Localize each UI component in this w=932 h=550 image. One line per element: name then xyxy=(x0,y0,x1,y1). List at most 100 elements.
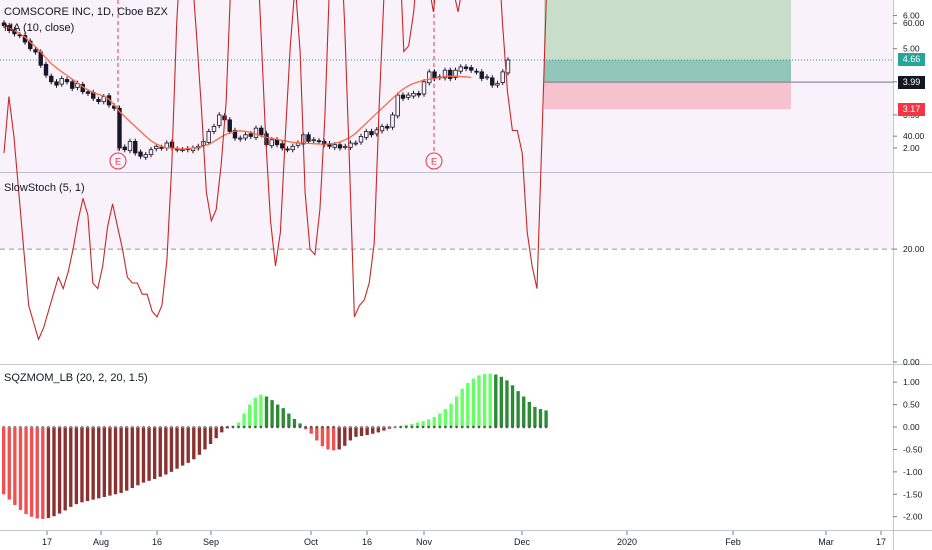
candle-body xyxy=(70,81,75,89)
candle xyxy=(238,135,243,142)
sqz-dot xyxy=(7,425,11,429)
sqz-bar xyxy=(97,427,101,499)
sqz-dot xyxy=(399,425,402,429)
earnings-marker xyxy=(109,152,127,170)
sqz-dot xyxy=(393,425,397,429)
sqz-dot xyxy=(321,425,324,429)
candle xyxy=(495,80,500,88)
sqz-bar xyxy=(421,421,425,427)
sqz-bar xyxy=(35,427,39,519)
sqz-dot xyxy=(500,425,503,429)
time-tick-label: Mar xyxy=(818,537,834,547)
candle xyxy=(143,151,148,160)
sqz-dot xyxy=(483,425,486,429)
sqz-bar xyxy=(538,409,543,427)
ma-line xyxy=(3,24,472,150)
sqz-dot xyxy=(276,425,279,429)
candle-body xyxy=(390,114,395,128)
time-tick-label: 17 xyxy=(42,537,52,547)
earnings-marker-label: E xyxy=(431,157,437,167)
candle xyxy=(316,138,322,145)
sqz-bar xyxy=(80,427,84,503)
candle-body xyxy=(500,71,505,83)
candle-body xyxy=(206,131,211,143)
candle-body xyxy=(280,143,285,149)
sqz-dot xyxy=(114,425,117,429)
sqz-bar xyxy=(482,374,487,427)
stoch-tick-label: 60.00 xyxy=(903,18,925,28)
sqz-dot xyxy=(35,425,39,429)
candle-body xyxy=(159,146,164,149)
candle-body xyxy=(400,94,406,99)
candle-body xyxy=(385,126,390,129)
time-tick-label: Dec xyxy=(514,537,531,547)
sqz-bar xyxy=(259,394,263,427)
sqz-dot xyxy=(388,425,391,429)
sqz-dot xyxy=(181,425,184,429)
sqz-dot xyxy=(533,425,537,429)
sqz-dot xyxy=(142,425,145,429)
candle xyxy=(337,142,343,151)
sqz-bar xyxy=(527,401,531,427)
sqz-dot xyxy=(477,425,481,429)
candle xyxy=(500,69,505,86)
sqz-bar xyxy=(220,427,224,433)
sqz-bar xyxy=(276,404,280,427)
sqz-dot xyxy=(19,425,22,429)
sqz-dot xyxy=(147,425,151,429)
sqz-dot xyxy=(2,425,5,429)
candle-body xyxy=(117,107,122,149)
sqz-bar xyxy=(186,427,190,463)
sqz-dot xyxy=(410,425,414,429)
candle-body xyxy=(122,146,127,151)
sqz-bar xyxy=(382,427,386,431)
sqz-bar xyxy=(119,427,123,493)
sqz-dot xyxy=(354,425,358,429)
sqz-tick-label: 1.00 xyxy=(903,377,920,387)
sqz-bar xyxy=(510,385,515,427)
sqz-dot xyxy=(466,425,470,429)
sqz-bar xyxy=(438,413,442,427)
sqz-bar xyxy=(365,427,369,436)
sqz-bar xyxy=(208,427,213,445)
candle xyxy=(133,138,138,156)
sqz-bar xyxy=(13,427,17,506)
candle xyxy=(343,143,348,150)
position-loss-zone xyxy=(544,82,791,110)
stoch-tick-label: 20.00 xyxy=(903,244,925,254)
candle-body xyxy=(311,139,316,142)
sqz-dot xyxy=(75,425,78,429)
sqz-dot xyxy=(382,425,386,429)
sqz-dot xyxy=(522,425,526,429)
sqz-dot xyxy=(488,425,492,429)
sqz-dot xyxy=(47,425,50,429)
sqz-dot xyxy=(69,425,73,429)
candle-body xyxy=(49,75,54,83)
sqz-dot xyxy=(270,425,274,429)
sqz-dot xyxy=(248,425,252,429)
sqz-dot xyxy=(472,425,475,429)
candle xyxy=(127,138,133,154)
sqz-bar xyxy=(41,427,45,519)
sqz-dot xyxy=(103,425,106,429)
candle-body xyxy=(43,63,49,76)
sqz-bar xyxy=(376,427,381,433)
candle-body xyxy=(411,92,416,97)
sqz-dot xyxy=(511,425,514,429)
candle xyxy=(28,38,33,52)
candle xyxy=(490,75,495,88)
sqz-bar xyxy=(248,404,252,427)
sqz-bar xyxy=(57,427,62,514)
sqz-bar xyxy=(443,409,448,427)
sqz-bar xyxy=(141,427,146,483)
sqz-dot xyxy=(444,425,447,429)
candle xyxy=(243,132,248,141)
candle-body xyxy=(458,66,463,72)
candle xyxy=(154,143,159,152)
sqz-dot xyxy=(371,425,375,429)
time-tick-label: Feb xyxy=(725,537,741,547)
sqz-bar xyxy=(359,427,364,436)
sqz-dot xyxy=(259,425,263,429)
sqz-dot xyxy=(158,425,162,429)
